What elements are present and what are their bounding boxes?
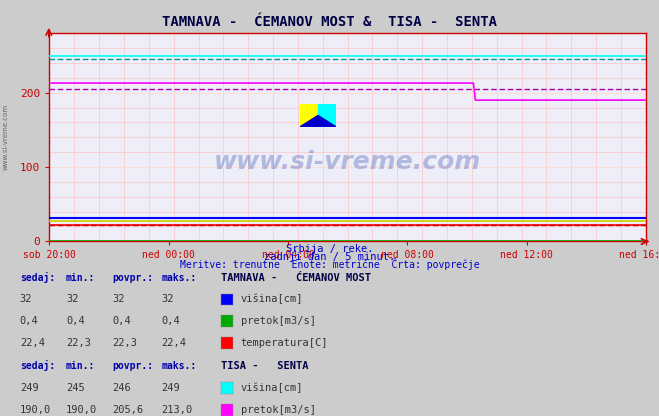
Text: 32: 32 — [112, 295, 125, 305]
Text: 22,4: 22,4 — [20, 338, 45, 348]
Text: Meritve: trenutne  Enote: metrične  Črta: povprečje: Meritve: trenutne Enote: metrične Črta: … — [180, 258, 479, 270]
Text: višina[cm]: višina[cm] — [241, 294, 303, 305]
Text: 22,3: 22,3 — [66, 338, 91, 348]
Text: 249: 249 — [161, 383, 180, 393]
Text: 0,4: 0,4 — [66, 316, 84, 326]
Text: zadnji dan / 5 minut.: zadnji dan / 5 minut. — [264, 252, 395, 262]
Text: min.:: min.: — [66, 273, 96, 283]
Polygon shape — [318, 104, 336, 127]
Polygon shape — [300, 104, 318, 127]
Text: povpr.:: povpr.: — [112, 273, 153, 283]
Text: 205,6: 205,6 — [112, 405, 143, 415]
Text: TAMNAVA -  ĆEMANOV MOST &  TISA -  SENTA: TAMNAVA - ĆEMANOV MOST & TISA - SENTA — [162, 15, 497, 29]
Text: 245: 245 — [66, 383, 84, 393]
Text: povpr.:: povpr.: — [112, 362, 153, 371]
Text: 32: 32 — [66, 295, 78, 305]
Text: sedaj:: sedaj: — [20, 272, 55, 283]
Text: 0,4: 0,4 — [161, 316, 180, 326]
Text: 22,3: 22,3 — [112, 338, 137, 348]
Text: TAMNAVA -   ĆEMANOV MOST: TAMNAVA - ĆEMANOV MOST — [221, 273, 371, 283]
Polygon shape — [300, 115, 336, 127]
Text: pretok[m3/s]: pretok[m3/s] — [241, 405, 316, 415]
Text: www.si-vreme.com: www.si-vreme.com — [214, 150, 481, 174]
Text: 32: 32 — [161, 295, 174, 305]
Text: 0,4: 0,4 — [112, 316, 130, 326]
Text: 249: 249 — [20, 383, 38, 393]
Text: 0,4: 0,4 — [20, 316, 38, 326]
Text: min.:: min.: — [66, 362, 96, 371]
Text: www.si-vreme.com: www.si-vreme.com — [2, 104, 9, 170]
Text: TISA -   SENTA: TISA - SENTA — [221, 362, 308, 371]
Text: temperatura[C]: temperatura[C] — [241, 338, 328, 348]
Text: višina[cm]: višina[cm] — [241, 383, 303, 393]
Text: 22,4: 22,4 — [161, 338, 186, 348]
Text: pretok[m3/s]: pretok[m3/s] — [241, 316, 316, 326]
Text: maks.:: maks.: — [161, 273, 196, 283]
Text: 32: 32 — [20, 295, 32, 305]
Text: maks.:: maks.: — [161, 362, 196, 371]
Text: sedaj:: sedaj: — [20, 360, 55, 371]
Text: 190,0: 190,0 — [20, 405, 51, 415]
Text: Srbija / reke.: Srbija / reke. — [286, 244, 373, 254]
Text: 213,0: 213,0 — [161, 405, 192, 415]
Text: 246: 246 — [112, 383, 130, 393]
Text: 190,0: 190,0 — [66, 405, 97, 415]
